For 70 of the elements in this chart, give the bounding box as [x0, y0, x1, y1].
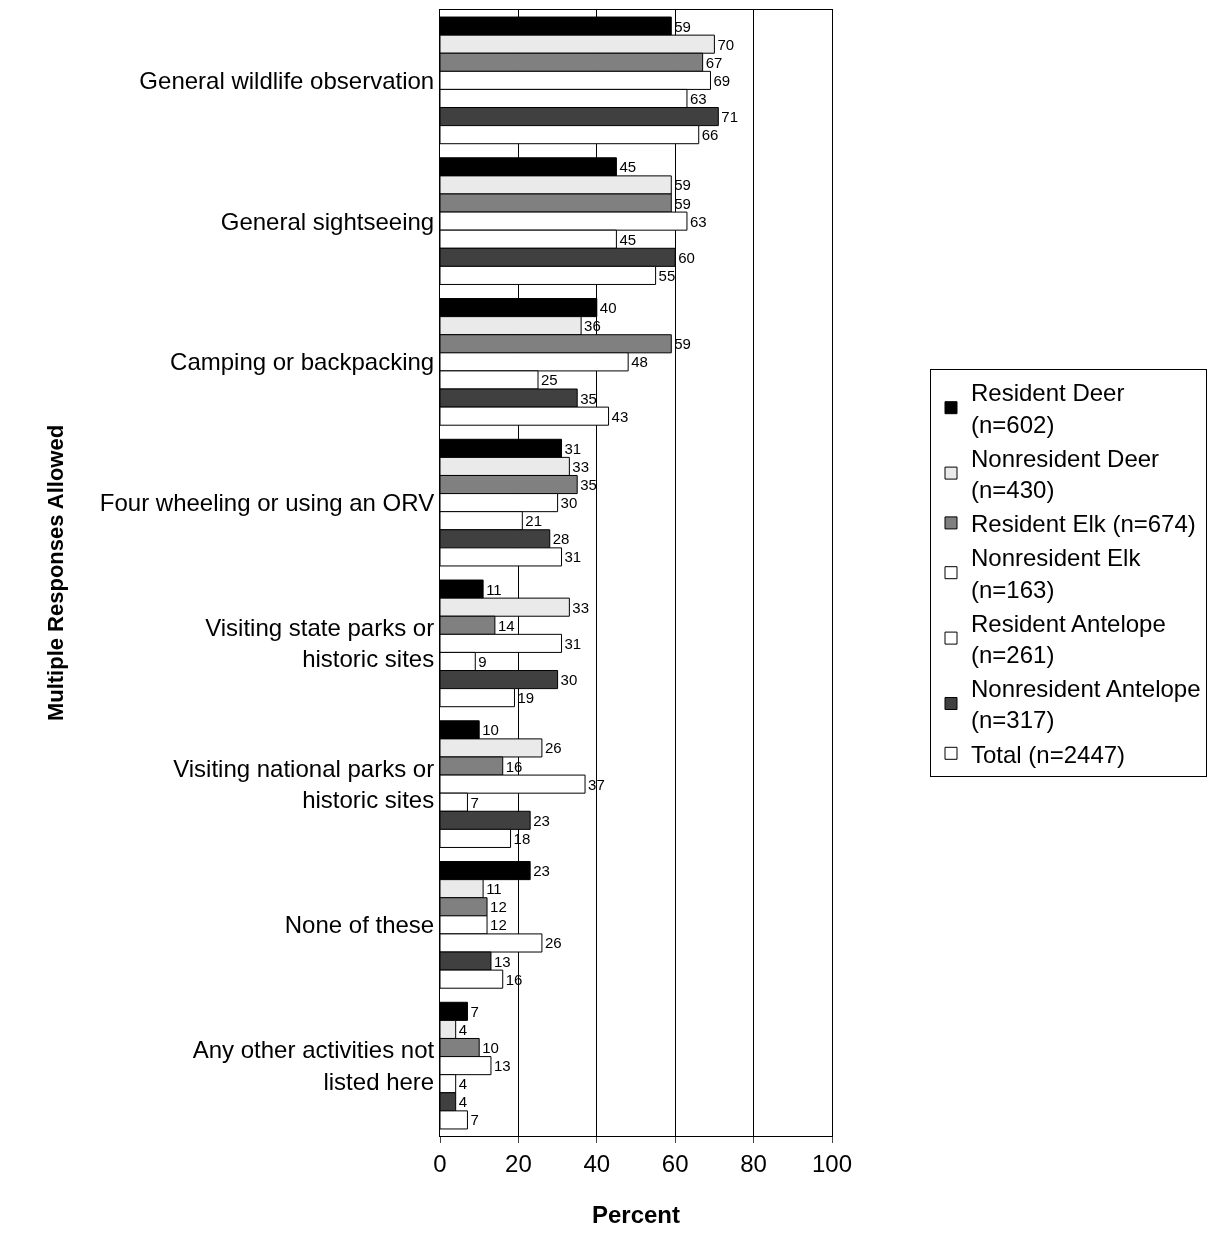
y-tick-label: General sightseeing — [220, 207, 435, 235]
y-tick-label: Visiting national parks or historic sites — [173, 754, 435, 814]
data-label: 10 — [482, 1039, 499, 1057]
x-tick-label: 80 — [740, 1149, 767, 1177]
x-tick-label: 100 — [811, 1149, 853, 1177]
data-label: 30 — [560, 494, 578, 512]
data-label: 4 — [458, 1093, 468, 1111]
data-label: 11 — [486, 880, 502, 898]
legend-label: Resident Antelope (n=261) — [971, 609, 1166, 669]
y-tick-label: Four wheeling or using an ORV — [99, 489, 435, 517]
data-label: 13 — [493, 952, 511, 970]
data-label: 60 — [678, 248, 695, 266]
data-label: 7 — [470, 1002, 479, 1020]
data-label: 23 — [533, 811, 550, 829]
data-label: 66 — [701, 126, 719, 144]
data-label: 67 — [705, 53, 723, 71]
y-tick-label: Visiting state parks or historic sites — [205, 614, 435, 673]
y-tick-label: None of these — [284, 911, 435, 939]
data-label: 45 — [619, 230, 637, 248]
data-label: 55 — [658, 266, 676, 284]
legend-label: Resident Elk (n=674) — [971, 510, 1196, 538]
data-label: 31 — [564, 634, 582, 652]
data-label: 11 — [486, 580, 502, 598]
data-label: 33 — [572, 457, 590, 475]
data-label: 69 — [713, 71, 731, 89]
data-label: 71 — [721, 108, 739, 126]
data-label: 30 — [560, 671, 578, 689]
data-label: 40 — [599, 299, 617, 317]
data-label: 33 — [572, 598, 590, 616]
legend-label: Nonresident Deer (n=430) — [971, 444, 1160, 504]
y-tick-label: Any other activities not listed here — [192, 1036, 435, 1095]
data-label: 12 — [490, 898, 507, 916]
data-label: 13 — [493, 1057, 511, 1075]
x-tick-label: 60 — [661, 1149, 689, 1177]
data-label: 19 — [517, 689, 535, 707]
data-label: 10 — [482, 721, 499, 739]
data-label: 43 — [611, 407, 629, 425]
legend-label: Nonresident Antelope (n=317) — [971, 675, 1201, 734]
data-label: 70 — [717, 35, 735, 53]
legend-label: Resident Deer (n=602) — [971, 379, 1125, 438]
data-label: 28 — [552, 530, 570, 548]
data-label: 63 — [689, 89, 707, 107]
data-label: 23 — [533, 862, 550, 880]
data-label: 9 — [478, 652, 487, 670]
data-label: 63 — [689, 212, 707, 230]
data-label: 21 — [525, 512, 543, 530]
data-label: 48 — [631, 353, 648, 371]
data-label: 35 — [580, 389, 597, 407]
data-label: 7 — [470, 1111, 479, 1129]
data-label: 4 — [458, 1075, 468, 1093]
x-tick-label: 20 — [505, 1149, 532, 1177]
data-label: 14 — [497, 616, 515, 634]
legend-label: Nonresident Elk (n=163) — [971, 544, 1142, 603]
data-label: 45 — [619, 158, 637, 176]
y-tick-label: General wildlife observation — [139, 66, 435, 94]
data-label: 31 — [564, 548, 582, 566]
data-label: 12 — [490, 916, 507, 934]
data-label: 26 — [544, 739, 562, 757]
x-axis-title: Percent — [591, 1201, 681, 1229]
legend-label: Total (n=2447) — [971, 740, 1126, 768]
data-label: 7 — [470, 793, 479, 811]
data-label: 26 — [544, 934, 562, 952]
x-tick-label: 0 — [433, 1149, 447, 1177]
data-label: 4 — [458, 1020, 468, 1038]
data-label: 35 — [580, 476, 597, 494]
y-tick-label: Camping or backpacking — [170, 348, 435, 376]
data-label: 25 — [541, 371, 558, 389]
data-label: 31 — [564, 439, 582, 457]
x-tick-label: 40 — [583, 1149, 611, 1177]
y-axis-title: Multiple Responses Allowed — [42, 424, 68, 722]
